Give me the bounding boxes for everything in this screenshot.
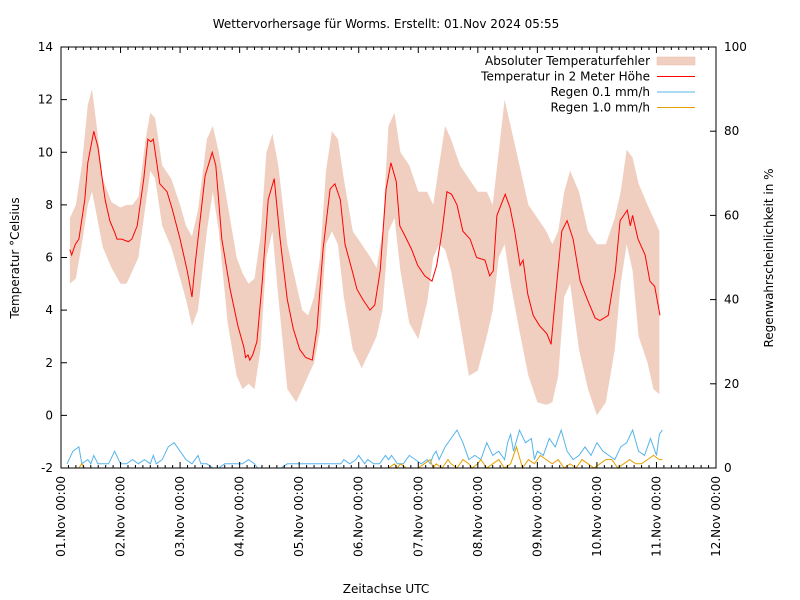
- y-tick-label: 4: [45, 303, 53, 317]
- legend-label: Absoluter Temperaturfehler: [485, 54, 650, 68]
- x-tick-label: 03.Nov 00:00: [173, 476, 187, 557]
- y2-tick-label: 0: [724, 461, 732, 475]
- x-tick-label: 11.Nov 00:00: [649, 476, 663, 557]
- regen-0-1-mm-h-line: [66, 428, 663, 469]
- legend-label: Temperatur in 2 Meter Höhe: [480, 70, 650, 84]
- axes: 01.Nov 00:00 02.Nov 00:00 03.Nov 00:00 04.N…: [38, 40, 747, 557]
- y-tick-label: 0: [45, 408, 53, 422]
- y2-tick-label: 20: [724, 377, 739, 391]
- x-tick-label: 06.Nov 00:00: [352, 476, 366, 557]
- legend-swatch-band: [656, 56, 696, 66]
- y-tick-label: 2: [45, 356, 53, 370]
- y2-tick-label: 40: [724, 293, 739, 307]
- y2-tick-label: 100: [724, 40, 747, 54]
- x-tick-label: 01.Nov 00:00: [54, 476, 68, 557]
- legend: Absoluter Temperaturfehler Temperatur in …: [480, 54, 696, 115]
- y-tick-label: 10: [38, 145, 53, 159]
- temperature-error-band: [69, 89, 660, 416]
- chart-title: Wettervorhersage für Worms. Erstellt: 01…: [213, 17, 560, 31]
- y-tick-label: 12: [38, 93, 53, 107]
- y-tick-label: 6: [45, 251, 53, 265]
- y2-tick-label: 80: [724, 124, 739, 138]
- y-tick-label: 8: [45, 198, 53, 212]
- legend-label: Regen 1.0 mm/h: [550, 101, 650, 115]
- y2-tick-label: 60: [724, 208, 739, 222]
- x-tick-label: 07.Nov 00:00: [411, 476, 425, 557]
- y-tick-label: 14: [38, 40, 53, 54]
- plot-area: [66, 89, 663, 470]
- y2-axis-label: Regenwahrscheinlichkeit in %: [762, 168, 776, 347]
- x-tick-label: 02.Nov 00:00: [114, 476, 128, 557]
- x-tick-label: 12.Nov 00:00: [709, 476, 723, 557]
- x-tick-label: 04.Nov 00:00: [233, 476, 247, 557]
- x-tick-label: 08.Nov 00:00: [471, 476, 485, 557]
- temperatur-in-2-meter-h-he-line: [69, 131, 661, 362]
- legend-label: Regen 0.1 mm/h: [550, 85, 650, 99]
- x-tick-label: 05.Nov 00:00: [292, 476, 306, 557]
- x-tick-label: 09.Nov 00:00: [530, 476, 544, 557]
- y-axis-label: Temperatur °Celsius: [8, 197, 22, 319]
- y-tick-label: -2: [41, 461, 53, 475]
- x-tick-label: 10.Nov 00:00: [590, 476, 604, 557]
- x-axis-label: Zeitachse UTC: [343, 582, 429, 596]
